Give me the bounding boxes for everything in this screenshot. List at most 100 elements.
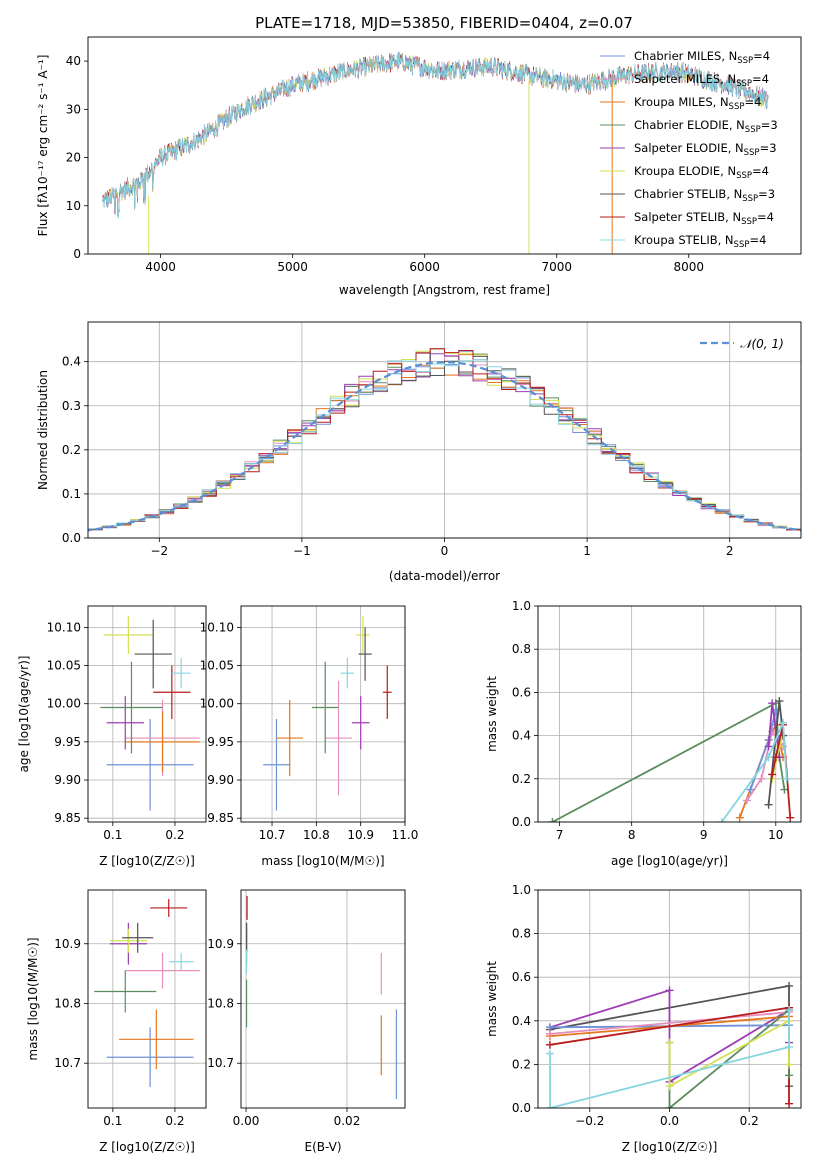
y-tick-label: 9.90 [54, 773, 81, 787]
x-tick-label: 0.2 [165, 1114, 184, 1128]
weight-marker [764, 800, 773, 809]
error-point-c4 [100, 661, 163, 754]
weight-marker [785, 1005, 794, 1014]
legend-text: Kroupa ELODIE, N [634, 164, 736, 178]
x-tick-label: −0.2 [575, 1114, 604, 1128]
error-point-c4 [94, 970, 157, 1013]
y-tick-label: 0.4 [62, 355, 81, 369]
x-tick-label: 10 [768, 828, 783, 842]
figure-title: PLATE=1718, MJD=53850, FIBERID=0404, z=0… [255, 14, 633, 32]
error-point-c5 [351, 696, 370, 750]
residual-histograms [88, 348, 801, 533]
y-tick-label: 10 [66, 199, 81, 213]
error-point-c8 [150, 898, 188, 917]
y-tick-label: 0.8 [512, 642, 531, 656]
legend-entry: Kroupa MILES, NSSP=4 [634, 95, 761, 112]
y-tick-label: 10.9 [207, 937, 234, 951]
x-tick-label: 4000 [145, 260, 176, 274]
error-point-c6 [103, 615, 154, 655]
weight-marker [768, 770, 777, 779]
mass_vs_Z-points [94, 898, 200, 1088]
axes-frame [87, 36, 802, 255]
weight-marker [545, 1104, 554, 1108]
weight-marker [786, 813, 795, 822]
x-axis-label: age [log10(age/yr)] [611, 854, 728, 868]
y-tick-label: 10.10 [47, 620, 81, 634]
weight-marker [778, 718, 787, 727]
y-tick-label: 9.95 [54, 735, 81, 749]
error-point-c4 [311, 661, 339, 754]
x-tick-label: 9 [700, 828, 708, 842]
y-tick-label: 0.2 [512, 772, 531, 786]
y-tick-label: 0.2 [512, 1057, 531, 1071]
histogram-c9 [88, 359, 801, 532]
legend-text: Salpeter STELIB, N [634, 210, 741, 224]
error-point-c7 [358, 627, 372, 681]
legend-text: Chabrier ELODIE, N [634, 118, 745, 132]
x-axis-label: wavelength [Angstrom, rest frame] [339, 283, 550, 297]
legend-entry: Kroupa ELODIE, NSSP=4 [634, 164, 769, 181]
legend-text: =3 [761, 118, 778, 132]
weight-marker [717, 818, 726, 822]
weight-marker [764, 753, 773, 762]
y-axis-label: mass weight [485, 961, 499, 1037]
y-tick-label: 10.8 [54, 996, 81, 1010]
y-tick-label: 0.2 [62, 443, 81, 457]
weight-marker [771, 753, 780, 762]
y-tick-label: 0 [73, 247, 81, 261]
error-point-c2 [325, 680, 352, 796]
weight-line-c9 [549, 1009, 790, 1108]
y-tick-label: 9.90 [207, 773, 234, 787]
x-axis-label: E(B-V) [304, 1140, 341, 1154]
x-tick-label: 7 [556, 828, 564, 842]
y-tick-label: 10.7 [54, 1056, 81, 1070]
legend-sub: SSP [729, 102, 745, 112]
y-tick-label: 10.05 [47, 659, 81, 673]
x-tick-label: 0.2 [740, 1114, 759, 1128]
weight-marker [545, 1040, 554, 1049]
legend-text: Kroupa MILES, N [634, 95, 729, 109]
weight-marker [785, 1099, 794, 1108]
legend-text: =4 [752, 72, 769, 86]
legend-sub: SSP [736, 171, 752, 181]
legend-text: Chabrier MILES, N [634, 49, 737, 63]
legend-text: Salpeter MILES, N [634, 72, 736, 86]
x-tick-label: 6000 [409, 260, 440, 274]
weight-marker [768, 699, 777, 708]
legend-sub: SSP [737, 56, 753, 66]
legend-sub: SSP [742, 194, 758, 204]
weight_vs_Z-lines [545, 981, 794, 1108]
x-tick-label: 0.1 [103, 828, 122, 842]
error-point-c8 [153, 665, 191, 719]
panels: 4000 5000 6000 7000 8000010203040wavelength … [17, 36, 802, 1154]
x-tick-label: 5000 [277, 260, 308, 274]
weight-marker [548, 818, 557, 822]
legend-entry: Kroupa STELIB, NSSP=4 [634, 233, 766, 250]
weight-line-c9 [720, 722, 788, 822]
legend-text: =4 [757, 210, 774, 224]
x-axis-label: Z [log10(Z/Z☉)] [622, 1140, 718, 1154]
spectrum-line-c9 [102, 52, 769, 219]
y-tick-label: 10.05 [200, 659, 234, 673]
legend-text: Salpeter ELODIE, N [634, 141, 744, 155]
weight-marker [735, 813, 744, 822]
axes-frame [87, 605, 207, 823]
age_vs_mass-panel: 10.7 10.8 10.9 11.0 9.85 9.90 9.95 10.00 10.05 10… [200, 605, 418, 868]
spectrum-panel: 4000 5000 6000 7000 8000 0 10 20 30 40 wavelength … [36, 36, 802, 297]
y-tick-label: 0.6 [512, 685, 531, 699]
error-point-c9 [171, 657, 191, 689]
mass_vs_EBV-panel: 0.00 0.02 10.7 10.8 10.9 E(B-V) [207, 889, 406, 1154]
weight_vs_age-lines [548, 697, 795, 822]
y-axis-label: mass weight [485, 676, 499, 752]
legend-entry: Salpeter ELODIE, NSSP=3 [634, 141, 777, 158]
weight-marker [785, 1060, 794, 1069]
x-axis-label: Z [log10(Z/Z☉)] [99, 1140, 195, 1154]
error-point-c7 [122, 922, 154, 953]
y-tick-label: 9.95 [207, 735, 234, 749]
legend-text: Kroupa STELIB, N [634, 233, 734, 247]
x-tick-label: 8000 [673, 260, 704, 274]
y-tick-label: 10.00 [47, 697, 81, 711]
weight-line-c2 [549, 1011, 790, 1035]
error-point-c9 [168, 952, 194, 971]
